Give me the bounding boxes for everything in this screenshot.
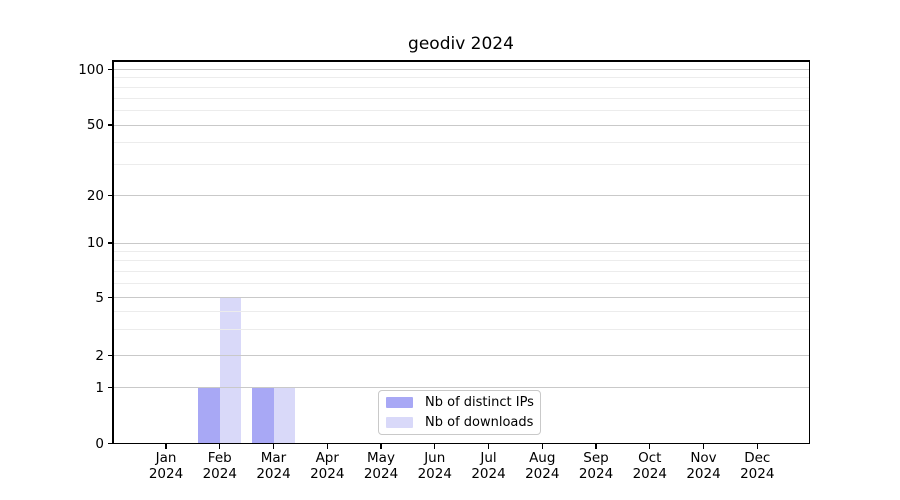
y-tick-10 — [107, 242, 112, 244]
y-tick-2 — [107, 354, 112, 357]
gridline-major-100 — [113, 69, 809, 70]
x-tick-feb — [219, 444, 221, 449]
x-tick-label-dec: Dec 2024 — [740, 450, 775, 482]
gridline-major-20 — [113, 195, 809, 196]
x-tick-mar — [272, 444, 275, 449]
bar-feb-distinct-ips — [198, 387, 220, 444]
gridline-minor-3 — [113, 329, 809, 331]
y-tick-50 — [107, 124, 112, 126]
gridline-minor-70 — [113, 97, 809, 99]
legend-entry-downloads: Nb of downloads — [386, 414, 540, 431]
gridline-minor-9 — [113, 250, 809, 252]
x-tick-label-feb: Feb 2024 — [202, 450, 237, 482]
right-spine — [808, 60, 810, 444]
legend-swatch-downloads — [386, 417, 413, 428]
x-tick-label-jul: Jul 2024 — [471, 450, 506, 482]
bar-feb-downloads — [219, 297, 242, 444]
gridline-major-1 — [113, 387, 809, 388]
gridline-minor-40 — [113, 141, 809, 143]
x-tick-label-aug: Aug 2024 — [525, 450, 560, 482]
y-tick-label-10: 10 — [86, 235, 104, 251]
x-tick-label-mar: Mar 2024 — [256, 450, 291, 482]
x-tick-jul — [487, 444, 490, 449]
gridline-minor-4 — [113, 311, 809, 313]
legend-label-distinct-ips: Nb of distinct IPs — [425, 395, 534, 410]
y-tick-20 — [107, 194, 112, 197]
gridline-major-10 — [113, 242, 809, 244]
x-tick-label-oct: Oct 2024 — [632, 450, 667, 482]
gridline-major-5 — [113, 297, 809, 298]
x-tick-jun — [434, 444, 436, 449]
y-tick-1 — [107, 386, 112, 389]
x-axis-line — [112, 442, 810, 444]
x-tick-nov — [702, 444, 705, 449]
x-tick-oct — [649, 444, 651, 449]
x-tick-label-jan: Jan 2024 — [148, 450, 184, 482]
x-tick-may — [380, 444, 382, 449]
bar-mar-distinct-ips — [252, 387, 274, 444]
top-spine — [112, 60, 810, 62]
x-tick-aug — [541, 444, 543, 449]
bar-mar-downloads — [273, 387, 295, 444]
x-tick-label-apr: Apr 2024 — [310, 450, 345, 482]
legend-label-downloads: Nb of downloads — [425, 415, 534, 430]
gridline-minor-30 — [113, 163, 809, 165]
y-tick-100 — [107, 68, 112, 71]
x-tick-label-sep: Sep 2024 — [578, 450, 614, 482]
y-tick-label-50: 50 — [86, 117, 104, 133]
y-tick-label-1: 1 — [95, 379, 104, 396]
y-tick-label-5: 5 — [95, 289, 104, 306]
gridline-major-2 — [113, 355, 809, 356]
y-tick-label-2: 2 — [95, 347, 104, 364]
gridline-minor-60 — [113, 109, 809, 111]
x-tick-sep — [595, 444, 597, 449]
gridline-minor-6 — [113, 282, 809, 284]
x-tick-label-may: May 2024 — [363, 450, 399, 482]
legend-swatch-distinct-ips — [386, 397, 413, 408]
y-tick-label-20: 20 — [86, 187, 104, 204]
legend: Nb of distinct IPs Nb of downloads — [378, 390, 541, 435]
gridline-major-50 — [113, 124, 809, 126]
plot-area — [112, 60, 810, 444]
gridline-minor-90 — [113, 77, 809, 79]
y-tick-label-0: 0 — [95, 435, 104, 452]
y-tick-5 — [107, 296, 112, 299]
gridline-minor-8 — [113, 260, 809, 262]
gridline-minor-7 — [113, 270, 809, 272]
gridline-minor-80 — [113, 86, 809, 88]
x-tick-dec — [756, 444, 758, 449]
y-tick-0 — [107, 442, 112, 445]
y-tick-label-100: 100 — [78, 61, 104, 78]
x-tick-jan — [165, 444, 167, 449]
legend-entry-distinct-ips: Nb of distinct IPs — [386, 394, 540, 411]
y-axis-line — [112, 60, 114, 444]
x-tick-apr — [326, 444, 328, 449]
x-tick-label-nov: Nov 2024 — [686, 450, 721, 482]
chart-title: geodiv 2024 — [408, 34, 514, 54]
x-tick-label-jun: Jun 2024 — [417, 450, 452, 482]
